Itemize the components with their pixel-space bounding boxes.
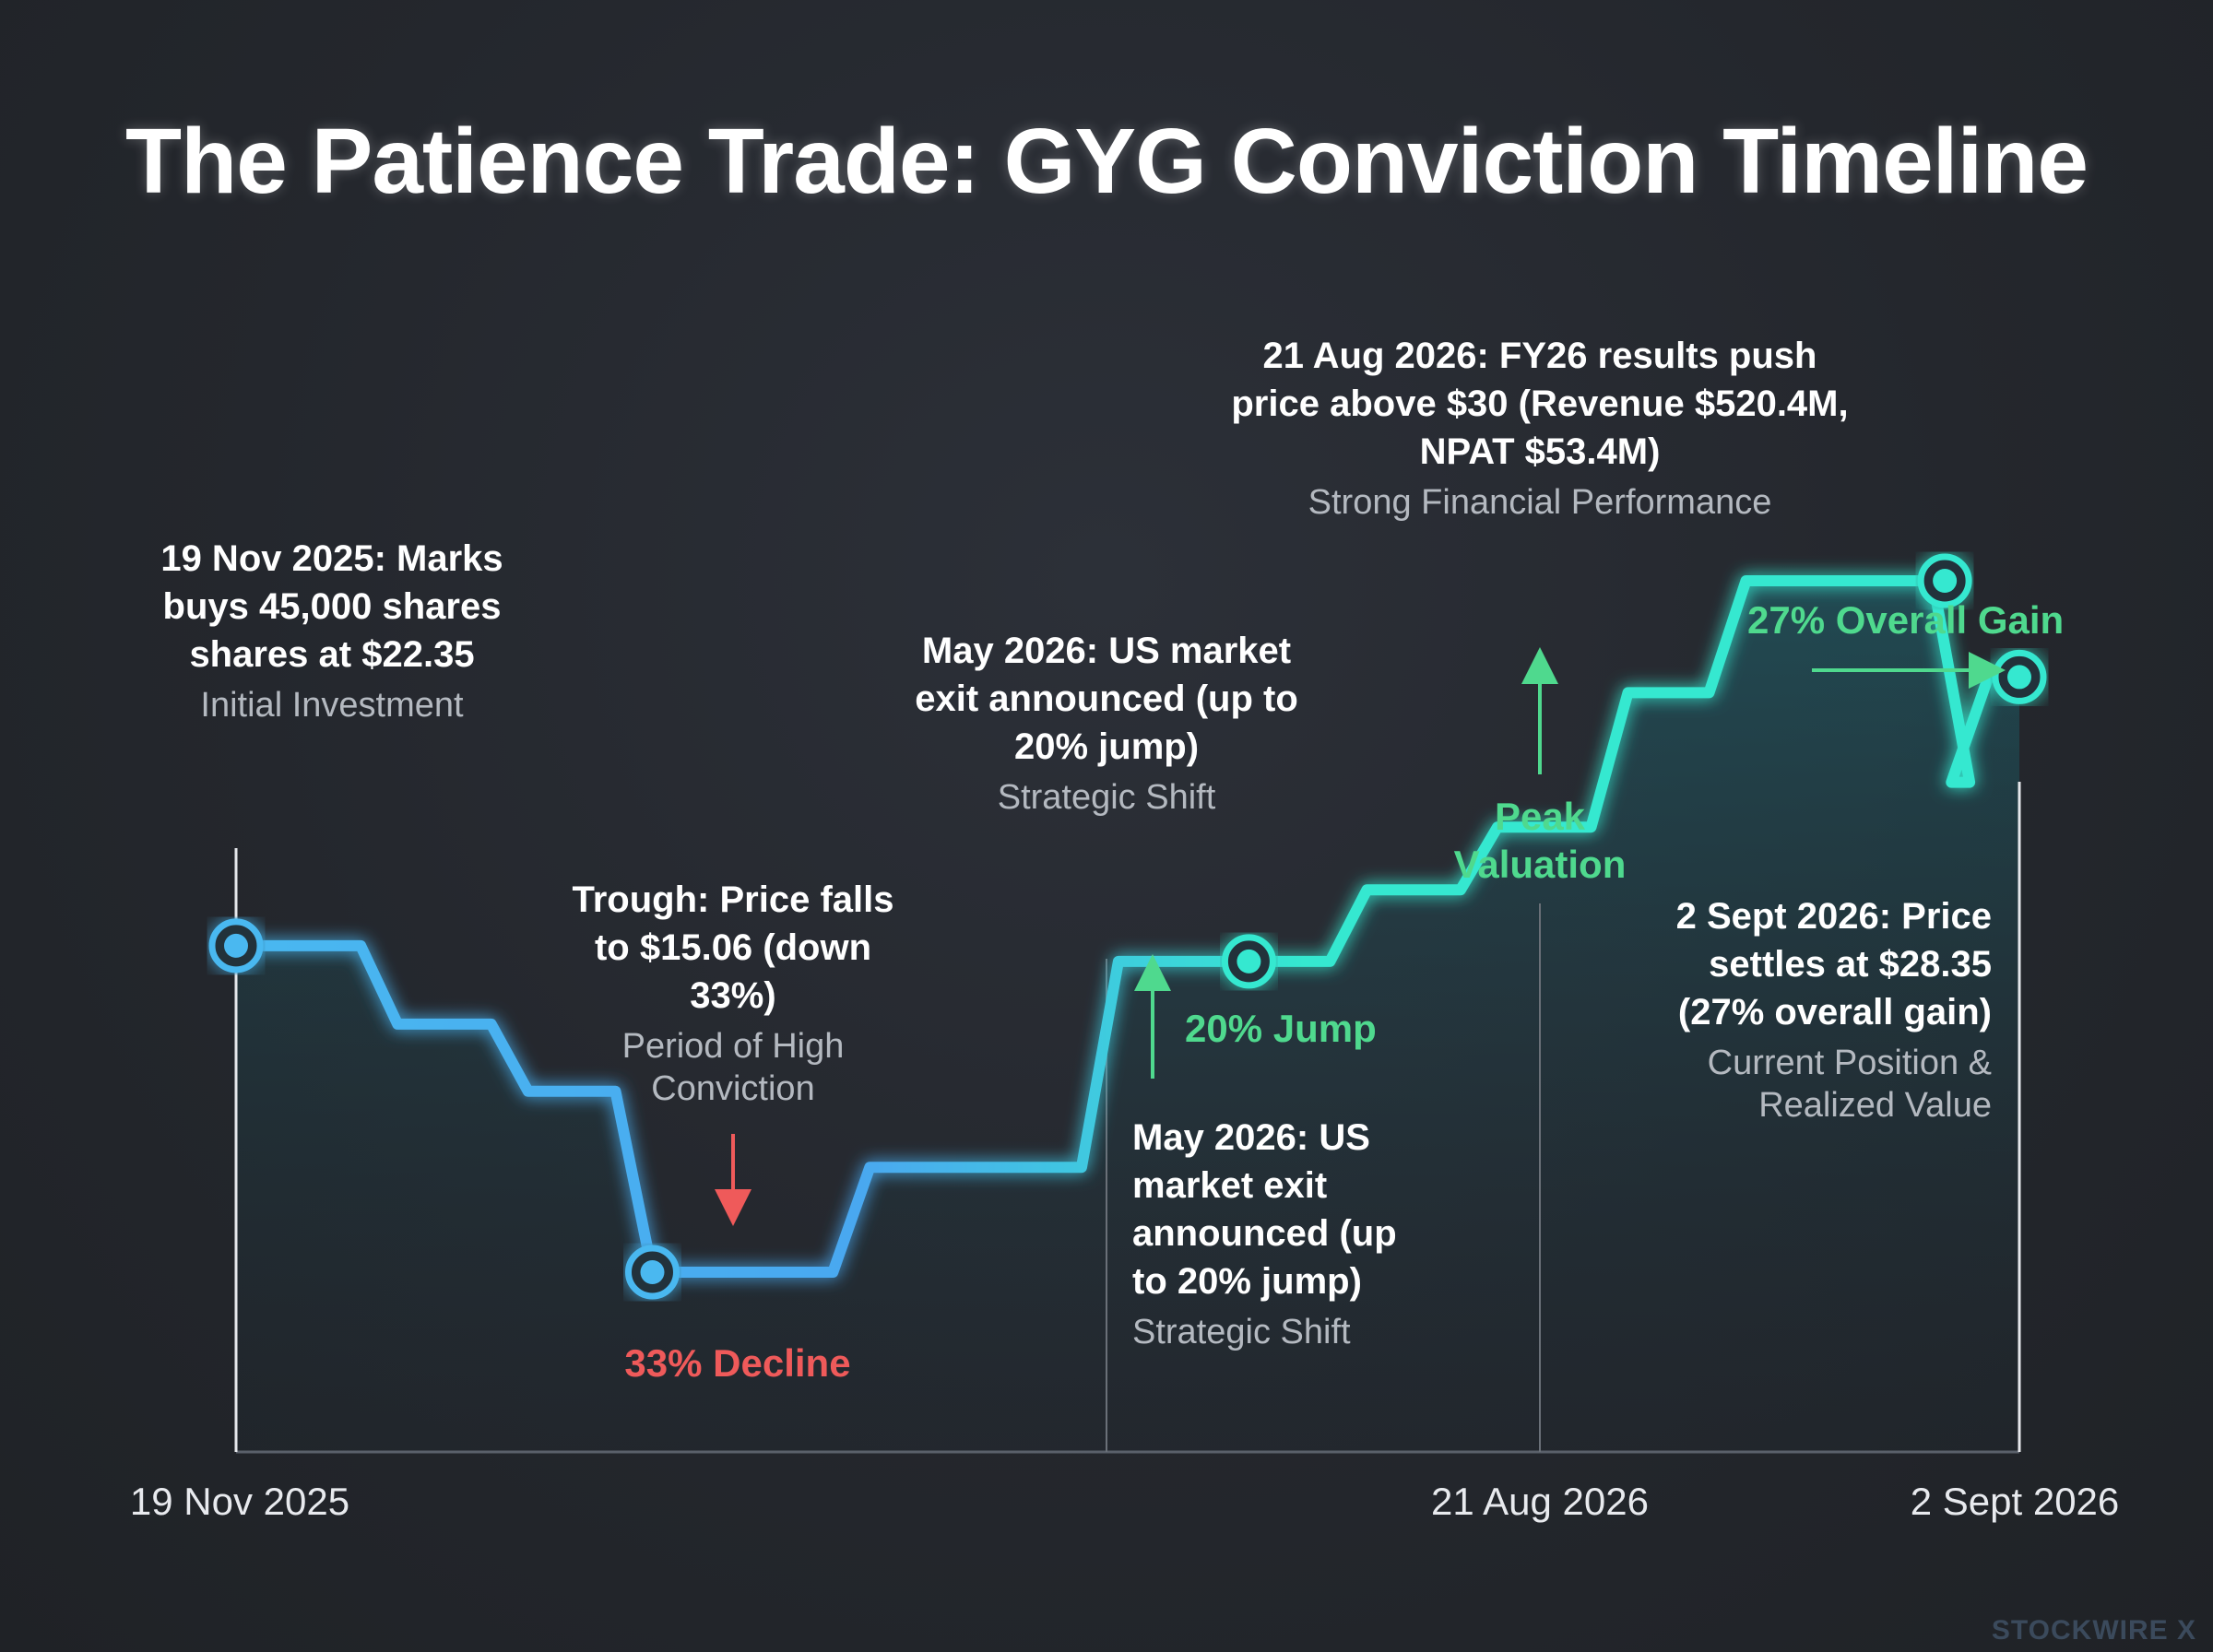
annotation-peak: 21 Aug 2026: FY26 results push price abo…	[1217, 332, 1863, 524]
jump-callout: 20% Jump	[1185, 1007, 1377, 1050]
peak-callout: Peak Valuation	[1453, 795, 1627, 886]
annotation-may-bottom-head: May 2026: US market exit announced (up t…	[1132, 1117, 1397, 1302]
watermark: STOCKWIRE X	[1991, 1615, 2196, 1646]
annotation-start: 19 Nov 2025: Marks buys 45,000 shares sh…	[120, 535, 544, 726]
milestone-marker-dot	[640, 1260, 665, 1284]
annotation-may-bottom-sub: Strategic Shift	[1132, 1313, 1351, 1351]
annotation-start-sub: Initial Investment	[200, 686, 464, 725]
x-label-end: 2 Sept 2026	[1910, 1480, 2120, 1523]
annotation-end-sub: Current Position & Realized Value	[1707, 1044, 1992, 1125]
annotation-peak-head: 21 Aug 2026: FY26 results push price abo…	[1231, 336, 1849, 472]
annotation-end-head: 2 Sept 2026: Price settles at $28.35 (27…	[1675, 896, 1992, 1032]
milestone-markers	[208, 553, 2047, 1300]
chart-title: The Patience Trade: GYG Conviction Timel…	[125, 110, 2089, 213]
annotation-start-head: 19 Nov 2025: Marks buys 45,000 shares sh…	[160, 538, 503, 675]
annotation-may-top-head: May 2026: US market exit announced (up t…	[915, 631, 1298, 767]
annotation-may-top: May 2026: US market exit announced (up t…	[885, 627, 1328, 819]
milestone-marker-dot	[2007, 665, 2031, 690]
annotation-may-top-sub: Strategic Shift	[997, 778, 1216, 817]
milestone-marker-dot	[224, 933, 248, 958]
annotation-end: 2 Sept 2026: Price settles at $28.35 (27…	[1660, 892, 1992, 1127]
milestone-marker-dot	[1933, 569, 1958, 593]
annotation-trough: Trough: Price falls to $15.06 (down 33%)…	[572, 876, 894, 1110]
x-label-peak: 21 Aug 2026	[1431, 1480, 1649, 1523]
annotation-may-bottom: May 2026: US market exit announced (up t…	[1132, 1114, 1437, 1353]
x-label-start: 19 Nov 2025	[129, 1480, 350, 1523]
milestone-marker-dot	[1237, 949, 1261, 974]
annotation-peak-sub: Strong Financial Performance	[1308, 483, 1772, 522]
decline-callout: 33% Decline	[624, 1341, 851, 1385]
annotation-trough-head: Trough: Price falls to $15.06 (down 33%)	[572, 879, 894, 1016]
overall-gain-callout: 27% Overall Gain	[1747, 598, 2065, 642]
annotation-trough-sub: Period of High Conviction	[621, 1027, 845, 1108]
area-fill	[236, 581, 2019, 1452]
